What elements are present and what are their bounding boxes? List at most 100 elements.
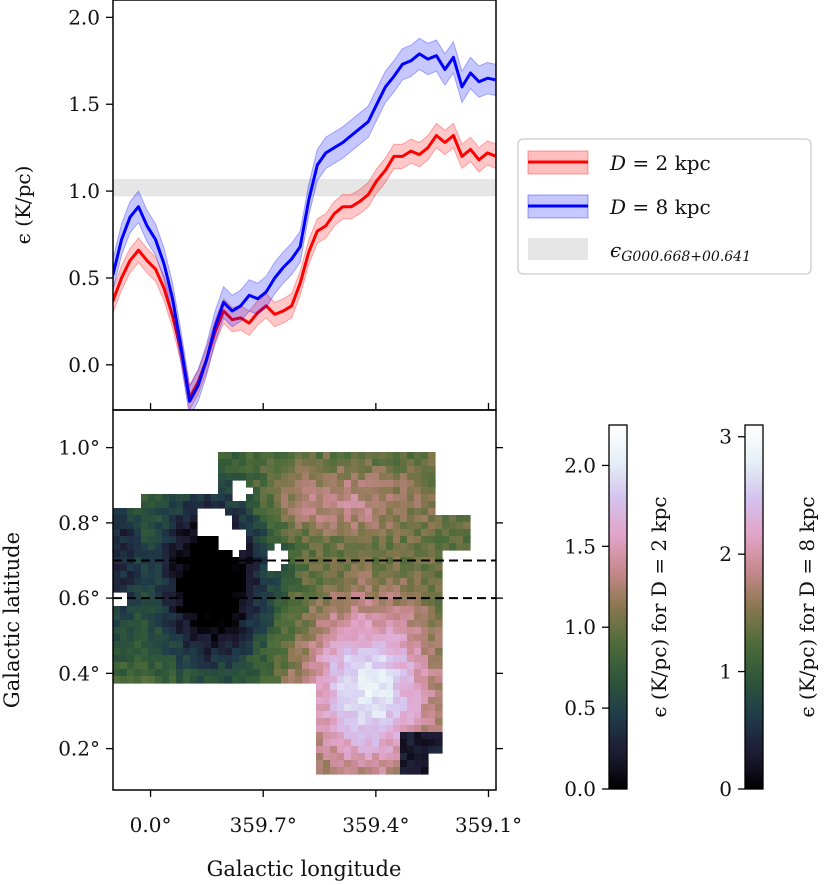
heatmap-cell	[260, 515, 268, 523]
heatmap-cell	[358, 613, 366, 621]
colorbar-d2-ticks: 0.00.51.01.52.0	[564, 453, 609, 801]
heatmap-cell	[204, 578, 212, 586]
heatmap-cell	[379, 697, 387, 705]
heatmap-cell	[113, 543, 121, 551]
heatmap-cell	[344, 522, 352, 530]
heatmap-cell	[232, 641, 240, 649]
heatmap-cell	[239, 592, 247, 600]
heatmap-cell	[218, 662, 226, 670]
heatmap-cell	[421, 452, 429, 460]
heatmap-cell	[421, 620, 429, 628]
heatmap-cell	[344, 452, 352, 460]
heatmap-cell	[330, 697, 338, 705]
heatmap-cell	[127, 606, 135, 614]
heatmap-cell	[365, 725, 373, 733]
heatmap-cell	[400, 564, 408, 572]
heatmap-cell	[344, 753, 352, 761]
heatmap-cell	[407, 669, 415, 677]
heatmap-cell	[337, 711, 345, 719]
heatmap-cell	[204, 592, 212, 600]
heatmap-cell	[113, 676, 121, 684]
heatmap-cell	[316, 711, 324, 719]
heatmap-cell	[393, 711, 401, 719]
heatmap-cell	[267, 536, 275, 544]
heatmap-cell	[281, 669, 289, 677]
heatmap-cell	[204, 501, 212, 509]
heatmap-cell	[281, 473, 289, 481]
top-y-ticks: 0.00.51.01.52.0	[68, 5, 113, 377]
heatmap-cell	[435, 641, 443, 649]
heatmap-cell	[337, 746, 345, 754]
heatmap-cell	[162, 669, 170, 677]
heatmap-cell	[183, 669, 191, 677]
heatmap-cell	[218, 585, 226, 593]
x-axis-label: Galactic longitude	[207, 857, 402, 881]
heatmap-cell	[323, 452, 331, 460]
heatmap-cell	[379, 718, 387, 726]
bottom-ticks: 0.0° 359.7° 359.4° 359.1°0.2°0.4°0.6°0.8°1.…	[58, 436, 522, 837]
heatmap-cell	[358, 718, 366, 726]
heatmap-cell	[337, 564, 345, 572]
heatmap-cell	[386, 739, 394, 747]
heatmap-cell	[169, 676, 177, 684]
heatmap-cell	[379, 760, 387, 768]
heatmap-cell	[239, 641, 247, 649]
heatmap-cell	[379, 592, 387, 600]
heatmap-cell	[379, 515, 387, 523]
heatmap-cell	[253, 571, 261, 579]
heatmap-cell	[344, 739, 352, 747]
heatmap-cell	[169, 571, 177, 579]
heatmap-cell	[225, 452, 233, 460]
heatmap-cell	[239, 452, 247, 460]
heatmap-cell	[232, 508, 240, 516]
heatmap-cell	[379, 487, 387, 495]
heatmap-cell	[337, 634, 345, 642]
heatmap-cell	[225, 599, 233, 607]
heatmap-cell	[309, 473, 317, 481]
heatmap-cell	[162, 585, 170, 593]
heatmap-cell	[372, 613, 380, 621]
heatmap-cell	[435, 669, 443, 677]
heatmap-cell	[393, 620, 401, 628]
heatmap-cell	[407, 711, 415, 719]
heatmap-cell	[386, 613, 394, 621]
heatmap-cell	[365, 662, 373, 670]
heatmap-cell	[421, 704, 429, 712]
heatmap-cell	[148, 669, 156, 677]
heatmap-cell	[120, 606, 128, 614]
heatmap-cell	[330, 725, 338, 733]
heatmap-cell	[120, 655, 128, 663]
heatmap-cell	[295, 620, 303, 628]
heatmap-cell	[134, 522, 142, 530]
heatmap-cell	[400, 557, 408, 565]
heatmap-cell	[358, 473, 366, 481]
heatmap-cell	[176, 515, 184, 523]
heatmap-cell	[309, 606, 317, 614]
heatmap-cell	[281, 662, 289, 670]
heatmap-cell	[218, 655, 226, 663]
heatmap-cell	[309, 585, 317, 593]
heatmap-cell	[148, 648, 156, 656]
heatmap-cell	[232, 473, 240, 481]
heatmap-cell	[288, 522, 296, 530]
heatmap-cell	[407, 543, 415, 551]
heatmap-cell	[309, 648, 317, 656]
heatmap-cell	[302, 508, 310, 516]
heatmap-cell	[351, 529, 359, 537]
heatmap-cell	[316, 585, 324, 593]
heatmap-cell	[281, 676, 289, 684]
heatmap-cell	[316, 690, 324, 698]
legend-label-d8: D = 8 kpc	[609, 195, 711, 219]
heatmap-cell	[323, 599, 331, 607]
heatmap-cell	[274, 662, 282, 670]
heatmap-cell	[351, 501, 359, 509]
heatmap-cell	[386, 732, 394, 740]
heatmap-cell	[190, 655, 198, 663]
heatmap-cell	[435, 564, 443, 572]
heatmap-cell	[407, 767, 415, 775]
heatmap-cell	[435, 704, 443, 712]
heatmap-cell	[148, 662, 156, 670]
heatmap-cell	[323, 641, 331, 649]
heatmap-cell	[421, 697, 429, 705]
heatmap-cell	[302, 501, 310, 509]
